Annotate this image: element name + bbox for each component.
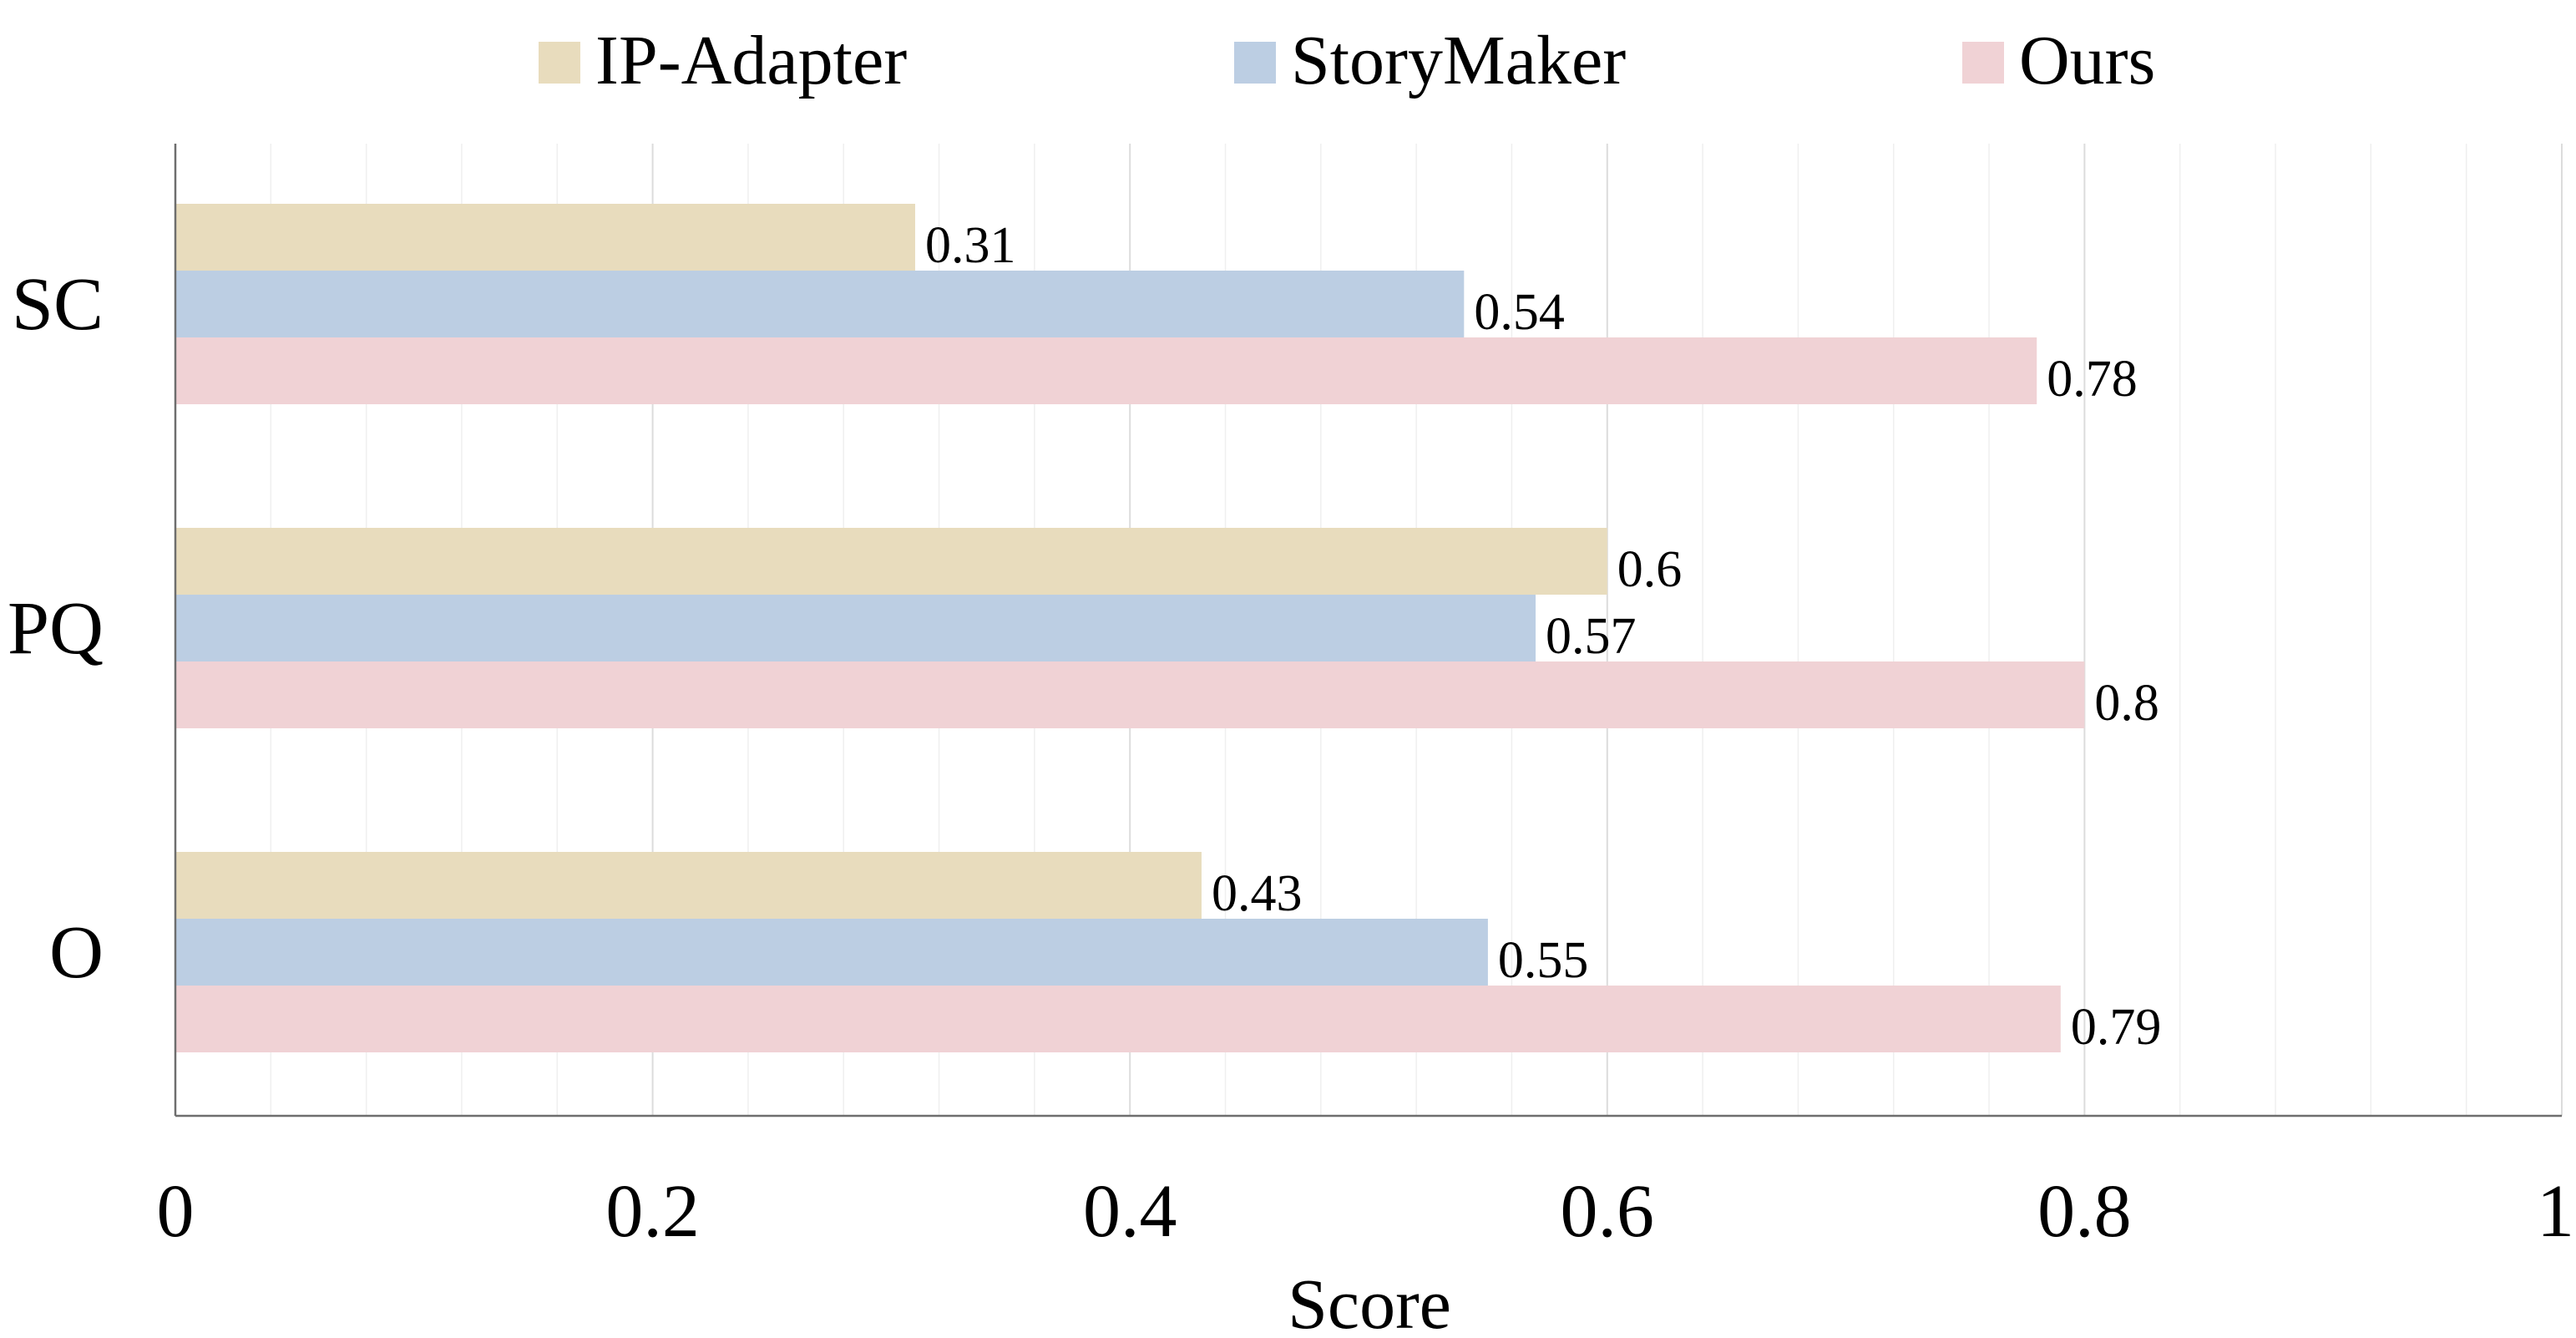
bar-ip-adapter-sc (175, 204, 915, 271)
data-label: 0.8 (2094, 675, 2159, 732)
x-tick-label: 1 (2537, 1170, 2574, 1253)
bar-ip-adapter-pq (175, 528, 1607, 595)
x-tick-label: 0.6 (1561, 1170, 1655, 1253)
legend-label: IP-Adapter (595, 22, 907, 99)
bar-ip-adapter-o (175, 852, 1202, 919)
data-label: 0.79 (2071, 999, 2162, 1056)
y-tick-label: PQ (8, 587, 104, 670)
legend-label: StoryMaker (1291, 22, 1626, 99)
bar-storymaker-o (175, 919, 1488, 986)
data-label: 0.31 (925, 217, 1016, 274)
bar-ours-pq (175, 661, 2085, 728)
legend: IP-Adapter StoryMaker Ours (539, 22, 2155, 99)
data-label: 0.57 (1546, 608, 1637, 665)
bar-storymaker-sc (175, 271, 1465, 337)
x-tick-label: 0.8 (2037, 1170, 2132, 1253)
legend-swatch (1962, 42, 2004, 84)
data-label: 0.78 (2047, 351, 2138, 408)
x-tick-label: 0.2 (605, 1170, 700, 1253)
bar-ours-sc (175, 337, 2037, 404)
x-tick-label: 0.4 (1083, 1170, 1177, 1253)
bar-ours-o (175, 986, 2061, 1052)
data-labels: 0.31 0.54 0.78 0.6 0.57 0.8 0.43 0.55 0.79 (925, 217, 2161, 1056)
y-tick-label: O (49, 911, 104, 994)
data-label: 0.6 (1617, 541, 1683, 598)
axes (174, 144, 2562, 1118)
tick-labels: 0 0.2 0.4 0.6 0.8 1 SC PQ O (8, 263, 2574, 1253)
legend-swatch (539, 42, 580, 84)
legend-label: Ours (2019, 22, 2155, 99)
legend-swatch (1234, 42, 1276, 84)
data-label: 0.43 (1212, 865, 1303, 922)
y-tick-label: SC (12, 263, 104, 346)
data-label: 0.54 (1474, 284, 1565, 341)
data-label: 0.55 (1498, 932, 1589, 989)
bars (175, 204, 2085, 1052)
x-tick-label: 0 (157, 1170, 195, 1253)
bar-storymaker-pq (175, 595, 1536, 661)
x-axis-title: Score (1288, 1264, 1451, 1334)
